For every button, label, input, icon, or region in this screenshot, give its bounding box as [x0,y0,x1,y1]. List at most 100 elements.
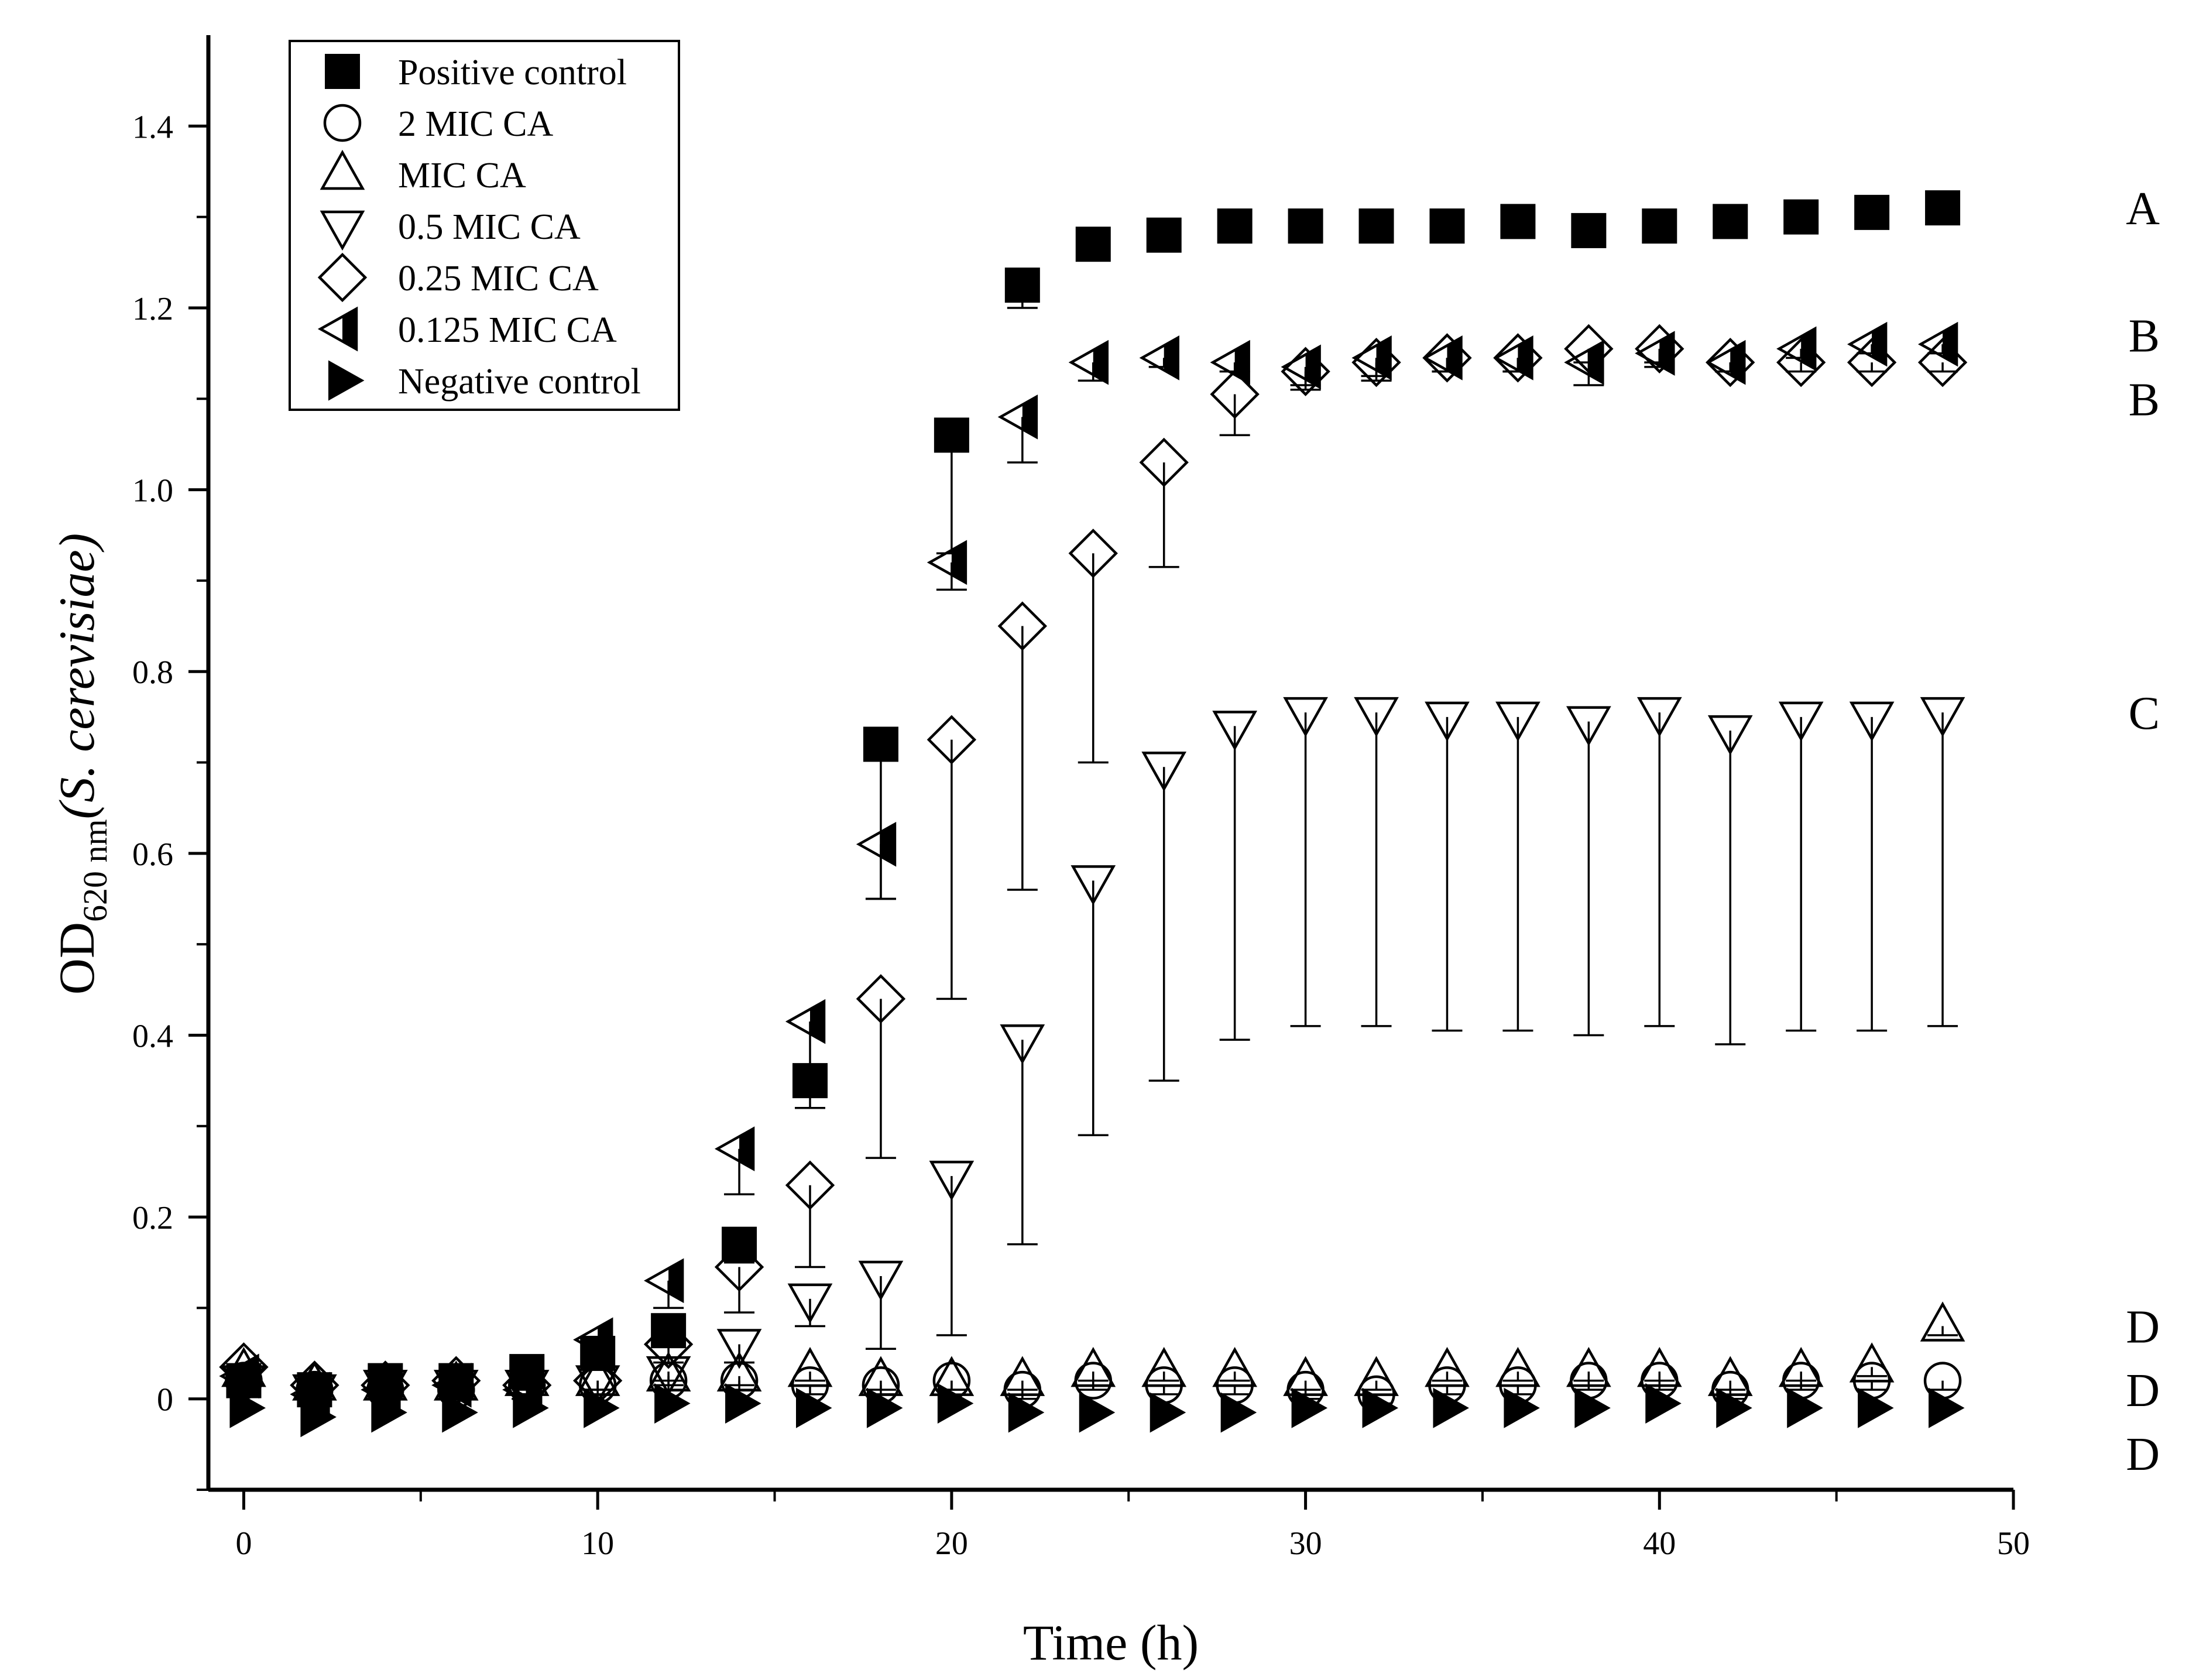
data-point [785,999,826,1044]
data-point [1920,1301,1965,1342]
data-point-shape [1354,697,1399,738]
data-point-shape [1358,208,1394,244]
data-point-shape [1495,701,1540,742]
legend-marker-fill [342,308,356,349]
legend-marker [320,149,365,190]
legend-marker-shape [323,104,362,142]
y-tick-label: 0.8 [132,654,173,691]
data-point-shape [1071,865,1116,906]
data-point-shape [1079,1392,1116,1433]
data-point [1920,697,1965,738]
data-point-fill [1305,347,1320,388]
data-point [646,1356,691,1397]
data-point-shape [1429,208,1465,244]
data-point [1150,1392,1186,1433]
data-point [714,1242,764,1292]
data-point-fill [314,1374,329,1415]
data-point [643,1319,694,1369]
data-point-shape [646,1356,691,1397]
data-point [1636,1346,1682,1387]
y-tick-label: 1.2 [132,291,173,327]
data-point-shape [1283,697,1328,738]
legend-marker [317,252,368,303]
data-point [1071,865,1116,906]
data-point-shape [300,1397,337,1438]
legend-marker [328,360,365,401]
data-point-fill [810,1001,824,1042]
data-point-fill [1234,342,1249,383]
data-point-shape [1566,1346,1611,1387]
data-point-shape [1636,697,1682,738]
data-point-shape [1425,701,1470,742]
data-point [1574,1387,1611,1428]
x-axis-title: Time (h) [1023,1614,1199,1671]
data-point-shape [1929,1387,1965,1428]
data-point-shape [856,974,906,1024]
data-point-shape [858,1356,904,1396]
data-point [1283,1356,1328,1396]
data-point-shape [575,1365,620,1405]
data-point [1707,715,1753,756]
data-point [927,540,967,585]
data-point-fill [243,1356,258,1397]
data-point [997,601,1048,651]
legend-marker-shape [325,54,360,89]
data-point [1075,227,1111,262]
data-point [927,715,977,764]
data-point-shape [1495,1346,1540,1387]
data-point [787,1346,833,1387]
y-axis-title-main: OD [49,922,105,995]
data-point-shape [1854,194,1890,230]
data-point-shape [1139,437,1189,488]
data-point [1564,340,1604,385]
x-tick-label: 0 [235,1525,252,1562]
data-point [1212,711,1257,751]
data-point-shape [866,1387,903,1428]
y-axis-title: OD620 nm(S. cerevisiae) [49,533,114,995]
data-point [584,1387,620,1428]
data-point-fill [385,1369,400,1410]
group-letter: B [2129,374,2160,426]
data-point [858,1356,904,1396]
data-point [1645,1383,1682,1424]
legend-entry: 0.125 MIC CA [398,310,617,350]
y-tick-label: 0 [157,1382,173,1418]
data-point-shape [654,1383,691,1424]
data-point [1566,706,1611,746]
data-point-shape [716,1329,762,1369]
data-point [1849,1342,1895,1383]
data-point [1217,208,1253,244]
group-letter: A [2126,183,2160,235]
data-point [1139,437,1189,488]
legend-entry: 0.5 MIC CA [398,207,581,247]
legend-marker [317,306,358,352]
data-point [1500,204,1536,239]
legend: Positive control 2 MIC CA MIC CA 0.5 MIC CA… [289,40,680,411]
data-point-shape [1212,711,1257,751]
data-point [654,1383,691,1424]
data-point [575,1356,620,1396]
data-point [1854,194,1890,230]
x-tick-label: 40 [1643,1525,1676,1562]
data-point-shape [792,1063,828,1099]
data-point-shape [1571,212,1607,248]
data-point-fill [1730,342,1745,383]
data-point-shape [934,417,969,453]
legend-marker [325,54,360,89]
plot-area [219,190,1968,1438]
legend-entry: Positive control [398,53,627,92]
data-point-shape [1141,1346,1187,1387]
data-point-fill [880,824,895,865]
data-point [714,1126,755,1171]
data-point [646,1351,691,1392]
data-point [1778,701,1824,742]
data-point-shape [1220,1392,1257,1433]
data-point-fill [1164,337,1178,378]
legend-marker-shape [320,149,365,190]
data-point-shape [714,1242,764,1292]
data-point-fill [1447,337,1461,378]
data-point [1566,1346,1611,1387]
y-tick-label: 1.0 [132,473,173,509]
data-point [1433,1387,1469,1428]
data-point-shape [1920,1301,1965,1342]
